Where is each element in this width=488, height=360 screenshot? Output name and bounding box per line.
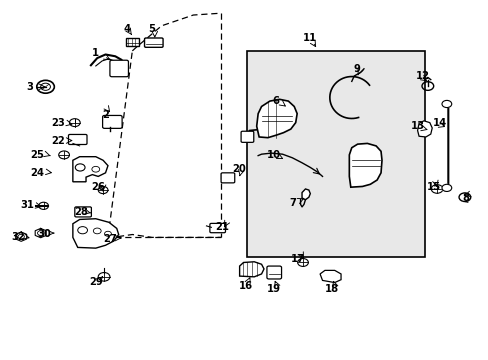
Text: 29: 29 bbox=[89, 277, 102, 287]
Circle shape bbox=[441, 184, 451, 192]
Text: 30: 30 bbox=[38, 229, 51, 239]
FancyBboxPatch shape bbox=[68, 134, 87, 144]
Circle shape bbox=[93, 228, 101, 234]
FancyBboxPatch shape bbox=[126, 38, 139, 46]
Text: 16: 16 bbox=[239, 281, 252, 291]
Text: 1: 1 bbox=[92, 48, 99, 58]
Text: 23: 23 bbox=[51, 118, 65, 128]
FancyBboxPatch shape bbox=[266, 266, 281, 279]
Circle shape bbox=[104, 231, 111, 236]
FancyBboxPatch shape bbox=[144, 38, 163, 47]
Text: 21: 21 bbox=[215, 222, 229, 231]
Text: 11: 11 bbox=[303, 33, 317, 43]
Polygon shape bbox=[256, 99, 297, 138]
Text: 17: 17 bbox=[290, 254, 305, 264]
Text: 12: 12 bbox=[415, 71, 428, 81]
Text: 8: 8 bbox=[462, 193, 469, 203]
Text: 14: 14 bbox=[431, 118, 446, 128]
Text: 4: 4 bbox=[123, 24, 131, 35]
Text: 2: 2 bbox=[102, 111, 109, 121]
Text: 7: 7 bbox=[289, 198, 296, 208]
Text: 18: 18 bbox=[325, 284, 339, 294]
Polygon shape bbox=[417, 121, 431, 137]
Circle shape bbox=[78, 226, 87, 234]
Text: 27: 27 bbox=[103, 234, 117, 244]
FancyBboxPatch shape bbox=[221, 173, 234, 183]
Polygon shape bbox=[348, 143, 381, 187]
Text: 15: 15 bbox=[426, 182, 440, 192]
Text: 22: 22 bbox=[51, 136, 65, 145]
Text: 5: 5 bbox=[148, 24, 155, 35]
Text: 19: 19 bbox=[266, 284, 280, 294]
Circle shape bbox=[92, 166, 100, 172]
Text: 32: 32 bbox=[11, 232, 24, 242]
Text: 28: 28 bbox=[74, 207, 88, 217]
FancyBboxPatch shape bbox=[102, 116, 122, 129]
Circle shape bbox=[441, 100, 451, 108]
Circle shape bbox=[75, 164, 85, 171]
FancyBboxPatch shape bbox=[209, 224, 225, 233]
Polygon shape bbox=[320, 270, 340, 283]
Text: 24: 24 bbox=[30, 168, 44, 178]
Polygon shape bbox=[73, 219, 119, 248]
Text: 10: 10 bbox=[266, 150, 280, 160]
Text: 31: 31 bbox=[20, 200, 35, 210]
FancyBboxPatch shape bbox=[241, 131, 253, 142]
Text: 9: 9 bbox=[352, 64, 359, 74]
Polygon shape bbox=[239, 262, 264, 277]
Polygon shape bbox=[73, 157, 108, 182]
Text: 26: 26 bbox=[91, 182, 105, 192]
FancyBboxPatch shape bbox=[110, 60, 128, 77]
Text: 20: 20 bbox=[231, 164, 245, 174]
Text: 3: 3 bbox=[26, 82, 33, 92]
Text: 25: 25 bbox=[30, 150, 44, 160]
Bar bbox=[246, 51, 424, 257]
FancyBboxPatch shape bbox=[75, 207, 91, 217]
Text: 6: 6 bbox=[272, 96, 279, 106]
Polygon shape bbox=[302, 189, 310, 200]
Text: 13: 13 bbox=[410, 121, 424, 131]
